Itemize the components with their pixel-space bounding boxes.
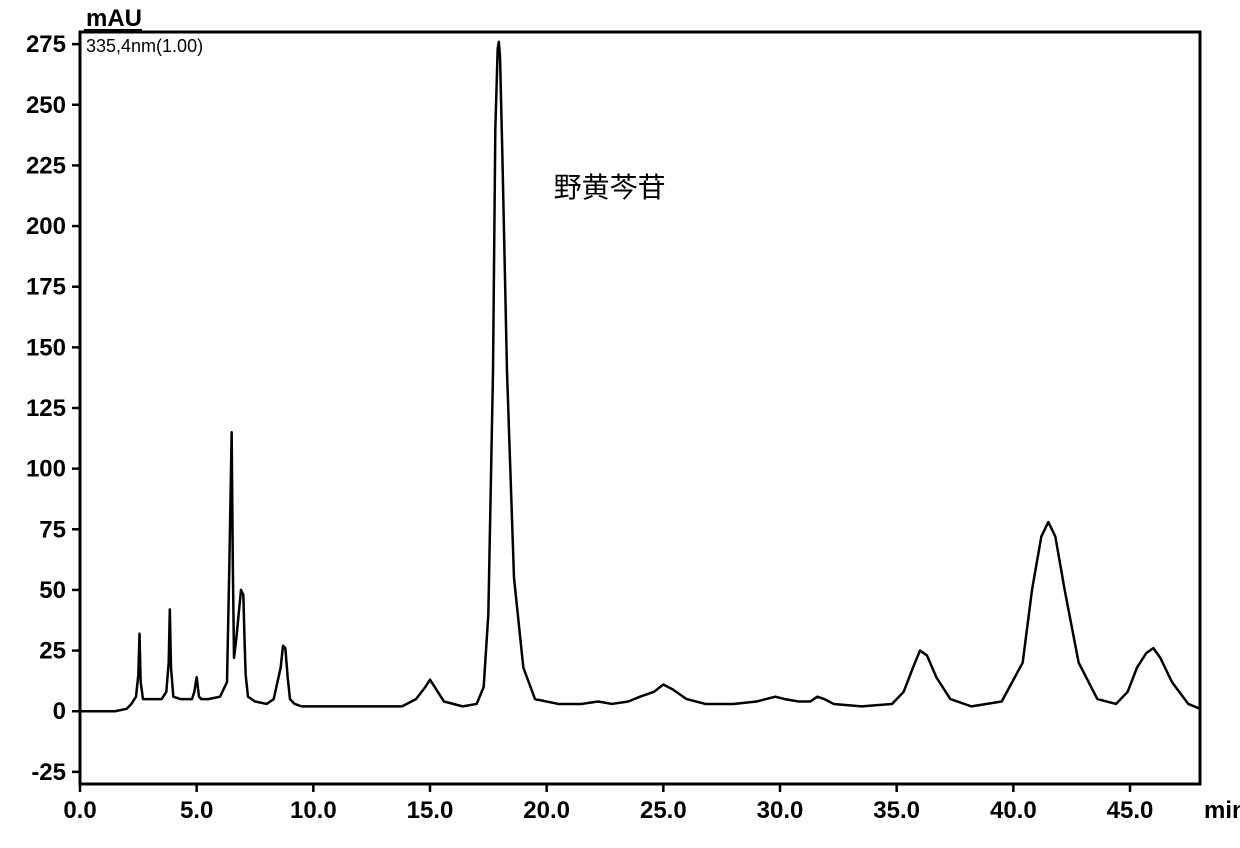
y-tick-label: 175 xyxy=(26,274,66,301)
detector-label: 335,4nm(1.00) xyxy=(86,36,203,56)
x-tick-label: 45.0 xyxy=(1107,797,1154,824)
y-tick-label: -25 xyxy=(31,759,66,786)
chromatogram-chart: -25 0 25 50 75 100 125 150 175 200 225 250 275 0.0 5.0… xyxy=(0,0,1240,848)
y-tick-label: 125 xyxy=(26,395,66,422)
y-tick-label: 75 xyxy=(39,516,66,543)
y-tick-label: 150 xyxy=(26,334,66,361)
x-tick-label: 10.0 xyxy=(290,797,337,824)
y-tick-label: 250 xyxy=(26,92,66,119)
y-tick-label: 0 xyxy=(53,698,66,725)
chart-svg: -25 0 25 50 75 100 125 150 175 200 225 250 275 0.0 5.0… xyxy=(0,0,1240,848)
y-axis-label: mAU xyxy=(86,5,142,32)
x-tick-label: 5.0 xyxy=(180,797,213,824)
y-tick-label: 275 xyxy=(26,31,66,58)
x-tick-label: 20.0 xyxy=(523,797,570,824)
y-tick-label: 225 xyxy=(26,152,66,179)
x-tick-label: 0.0 xyxy=(63,797,96,824)
y-tick-label: 100 xyxy=(26,456,66,483)
x-tick-label: 30.0 xyxy=(757,797,804,824)
y-tick-label: 50 xyxy=(39,577,66,604)
y-tick-label: 200 xyxy=(26,213,66,240)
x-tick-label: 15.0 xyxy=(407,797,454,824)
peak-annotation: 野黄芩苷 xyxy=(554,172,666,204)
y-tick-label: 25 xyxy=(39,638,66,665)
x-tick-label: 25.0 xyxy=(640,797,687,824)
x-axis-label: min xyxy=(1204,797,1240,824)
x-tick-label: 35.0 xyxy=(873,797,920,824)
x-tick-label: 40.0 xyxy=(990,797,1037,824)
